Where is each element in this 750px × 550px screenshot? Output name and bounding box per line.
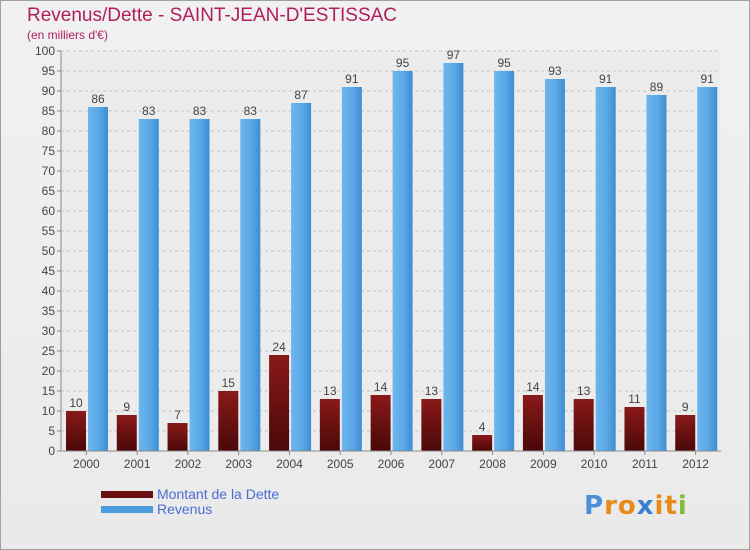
y-tick-label: 10 (42, 404, 56, 418)
chart-subtitle: (en milliers d'€) (27, 28, 108, 42)
y-tick-label: 0 (48, 444, 55, 458)
bar-debt (421, 399, 442, 451)
bar-debt (269, 355, 290, 451)
data-label-debt: 14 (526, 380, 540, 394)
bar-debt (66, 411, 86, 451)
data-label-debt: 7 (174, 408, 181, 422)
data-label-revenus: 95 (396, 56, 410, 70)
data-label-revenus: 89 (650, 80, 664, 94)
y-tick-label: 90 (42, 84, 56, 98)
data-label-debt: 11 (628, 392, 641, 406)
legend-swatch-dette (101, 491, 153, 498)
legend-label-revenus: Revenus (157, 501, 213, 517)
x-tick-label: 2005 (327, 457, 354, 471)
data-label-revenus: 83 (193, 104, 207, 118)
bar-revenus (544, 79, 565, 451)
data-label-debt: 13 (425, 384, 439, 398)
bar-debt (319, 399, 340, 451)
bar-debt (472, 435, 493, 451)
y-tick-label: 60 (42, 204, 56, 218)
x-tick-label: 2003 (225, 457, 252, 471)
data-label-revenus: 95 (497, 56, 511, 70)
bar-debt (522, 395, 543, 451)
x-tick-label: 2008 (479, 457, 506, 471)
data-label-debt: 13 (577, 384, 591, 398)
y-tick-label: 30 (42, 324, 56, 338)
data-label-revenus: 91 (701, 72, 715, 86)
bar-revenus (494, 71, 515, 451)
bar-revenus (697, 87, 718, 451)
y-tick-label: 40 (42, 284, 56, 298)
data-label-revenus: 86 (91, 92, 105, 106)
bar-debt (218, 391, 239, 451)
data-label-revenus: 83 (142, 104, 156, 118)
bar-debt (167, 423, 188, 451)
x-tick-label: 2012 (682, 457, 709, 471)
y-tick-label: 65 (42, 184, 56, 198)
data-label-revenus: 93 (548, 64, 562, 78)
y-tick-label: 70 (42, 164, 56, 178)
y-tick-label: 55 (42, 224, 56, 238)
data-label-debt: 15 (222, 376, 236, 390)
x-tick-label: 2004 (276, 457, 303, 471)
y-tick-label: 50 (42, 244, 56, 258)
x-tick-label: 2007 (428, 457, 455, 471)
data-label-debt: 4 (479, 420, 486, 434)
data-label-debt: 14 (374, 380, 388, 394)
bar-revenus (392, 71, 413, 451)
data-label-debt: 24 (272, 340, 286, 354)
data-label-debt: 9 (682, 400, 689, 414)
bar-debt (675, 415, 696, 451)
y-tick-label: 15 (42, 384, 56, 398)
y-tick-label: 25 (42, 344, 56, 358)
data-label-debt: 10 (69, 396, 83, 410)
data-label-revenus: 83 (244, 104, 258, 118)
legend-label-dette: Montant de la Dette (157, 486, 280, 502)
bar-revenus (189, 119, 210, 451)
data-label-revenus: 87 (294, 88, 308, 102)
bar-debt (624, 407, 645, 451)
x-tick-label: 2002 (175, 457, 202, 471)
y-tick-label: 35 (42, 304, 56, 318)
y-tick-label: 85 (42, 104, 56, 118)
bar-revenus (138, 119, 159, 451)
proxiti-logo: Proxiti (584, 491, 688, 521)
bar-revenus (88, 107, 108, 451)
x-tick-label: 2006 (378, 457, 405, 471)
bar-debt (116, 415, 137, 451)
x-tick-label: 2000 (73, 457, 100, 471)
data-label-debt: 9 (123, 400, 130, 414)
y-tick-label: 95 (42, 64, 56, 78)
grid-lines (61, 50, 721, 452)
y-axis-ticks: 0 5 10 15 20 25 30 35 40 45 50 55 60 65 70 75 80 85 90 95 10… (35, 44, 62, 458)
data-label-revenus: 97 (447, 48, 461, 62)
x-tick-label: 2010 (581, 457, 608, 471)
x-tick-label: 2001 (124, 457, 151, 471)
x-tick-label: 2011 (632, 457, 658, 471)
y-tick-label: 5 (48, 424, 55, 438)
data-label-debt: 13 (323, 384, 337, 398)
bar-debt (573, 399, 594, 451)
bar-revenus (341, 87, 362, 451)
bar-debt (370, 395, 391, 451)
x-tick-label: 2009 (530, 457, 557, 471)
y-tick-label: 75 (42, 144, 56, 158)
y-tick-label: 45 (42, 264, 56, 278)
y-tick-label: 20 (42, 364, 56, 378)
data-label-revenus: 91 (345, 72, 359, 86)
chart-title: Revenus/Dette - SAINT-JEAN-D'ESTISSAC (27, 5, 398, 26)
y-tick-label: 100 (35, 44, 55, 58)
data-label-revenus: 91 (599, 72, 613, 86)
bar-revenus (646, 95, 667, 451)
legend-swatch-revenus (101, 506, 153, 513)
bar-revenus (240, 119, 261, 451)
bar-revenus (443, 63, 464, 451)
x-axis-ticks: 2000 2001 2002 2003 2004 2005 2006 2007 2008 2009… (61, 450, 721, 471)
bars: 10 86 9 83 7 83 15 83 24 87 13 91 14 95 13 97 4 95 14 93 13 9… (66, 48, 718, 451)
bar-revenus (291, 103, 312, 451)
bar-revenus (595, 87, 616, 451)
y-tick-label: 80 (42, 124, 56, 138)
